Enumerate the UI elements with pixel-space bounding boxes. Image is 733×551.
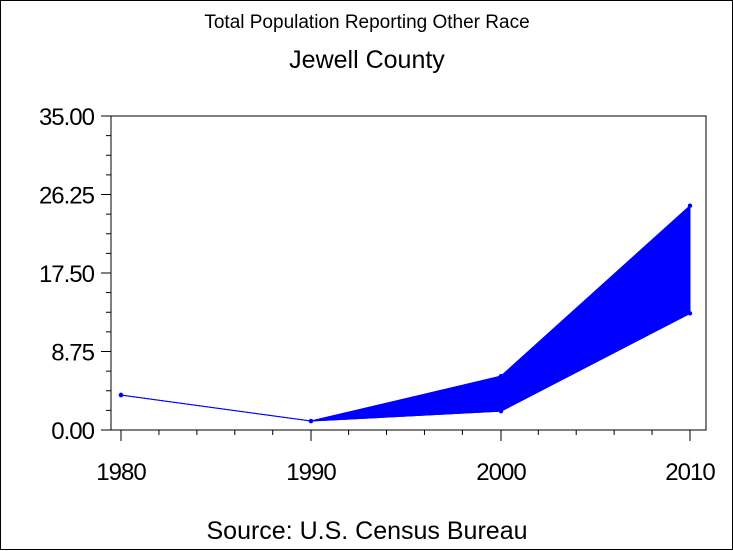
series-band-area (310, 204, 691, 422)
data-point (498, 408, 504, 414)
y-tick-label: 26.25 (39, 183, 95, 210)
chart-subtitle: Jewell County (289, 46, 445, 74)
y-tick-label: 0.00 (51, 418, 94, 445)
x-tick-label: 2000 (476, 459, 526, 486)
source-caption: Source: U.S. Census Bureau (207, 517, 528, 545)
x-tick-label: 1990 (286, 459, 336, 486)
y-tick-label: 17.50 (39, 261, 95, 288)
y-tick-label: 8.75 (51, 340, 94, 367)
y-tick-label: 35.00 (39, 104, 95, 131)
data-point (308, 418, 314, 424)
data-point (687, 203, 693, 208)
x-tick-label: 1980 (96, 459, 146, 486)
data-point (498, 373, 504, 379)
series-line-2 (120, 205, 691, 422)
chart-title: Total Population Reporting Other Race (204, 12, 529, 33)
data-point (118, 392, 124, 398)
series-layer (118, 203, 693, 424)
x-axis: 1980 1990 2000 2010 (96, 430, 716, 486)
x-tick-label: 2010 (665, 459, 715, 486)
data-point (687, 311, 693, 316)
y-axis: 0.00 8.75 17.50 26.25 35.00 (39, 104, 111, 445)
